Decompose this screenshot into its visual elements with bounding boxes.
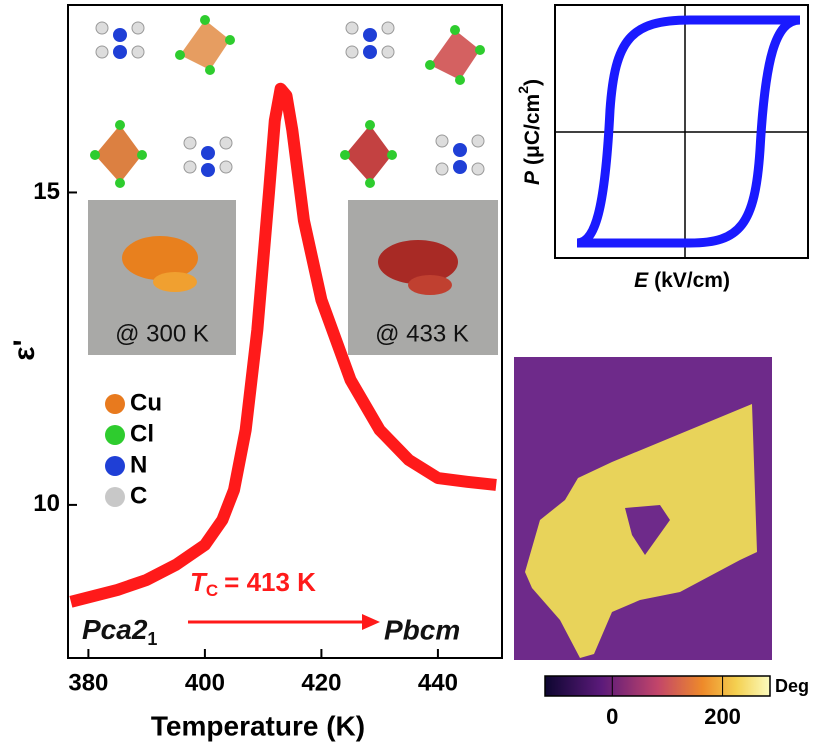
y-tick-label: 10 bbox=[33, 490, 60, 517]
pfm-image bbox=[514, 357, 772, 660]
phase-low: Pca2 bbox=[82, 614, 148, 645]
atom-swatch bbox=[105, 425, 125, 445]
tc-annotation: TC = 413 K bbox=[190, 567, 316, 601]
y-symbol: P bbox=[521, 170, 544, 185]
x-axis-label: Temperature (K) bbox=[151, 710, 365, 741]
photo-label: @ 300 K bbox=[115, 320, 209, 347]
x-symbol: E bbox=[634, 269, 649, 292]
photo-label: @ 433 K bbox=[375, 320, 469, 347]
x-tick-label: 420 bbox=[301, 669, 341, 696]
colorbar bbox=[544, 675, 771, 697]
arrow-head bbox=[362, 614, 380, 630]
phase-label: Pca21 bbox=[82, 614, 157, 648]
colorbar-tick-label: 0 bbox=[606, 704, 618, 729]
inset-y-label: P (μC/cm2) bbox=[515, 79, 544, 185]
x-tick-label: 400 bbox=[185, 669, 225, 696]
x-unit: (kV/cm) bbox=[654, 269, 730, 292]
atom-label: C bbox=[130, 482, 147, 509]
y-tick-label: 15 bbox=[33, 178, 60, 205]
crystal-photos bbox=[88, 200, 498, 355]
tc-sub: C bbox=[206, 581, 218, 600]
phase-low-sub: 1 bbox=[147, 629, 157, 649]
structure-sketches bbox=[90, 15, 485, 188]
y-sup: 2 bbox=[515, 86, 531, 94]
atom-label: Cu bbox=[130, 389, 162, 416]
atom-label: N bbox=[130, 451, 147, 478]
colorbar-tick-label: 200 bbox=[704, 704, 741, 729]
phase-high: Pbcm bbox=[384, 614, 460, 645]
y-close: ) bbox=[521, 79, 544, 86]
tc-symbol: T bbox=[190, 567, 208, 597]
x-tick-label: 380 bbox=[68, 669, 108, 696]
atom-swatch bbox=[105, 394, 125, 414]
inset-x-label: E (kV/cm) bbox=[634, 269, 730, 292]
atom-swatch bbox=[105, 456, 125, 476]
data-line bbox=[69, 82, 497, 608]
y-unit: (μC/cm bbox=[521, 94, 544, 165]
atom-swatch bbox=[105, 487, 125, 507]
colorbar-label: Deg bbox=[775, 676, 809, 696]
y-axis-label: ε' bbox=[8, 339, 41, 360]
hysteresis-loop bbox=[576, 15, 801, 248]
plot-frame bbox=[67, 4, 503, 659]
x-tick-label: 440 bbox=[418, 669, 458, 696]
tc-value: = 413 K bbox=[224, 567, 316, 597]
atom-label: Cl bbox=[130, 420, 154, 447]
